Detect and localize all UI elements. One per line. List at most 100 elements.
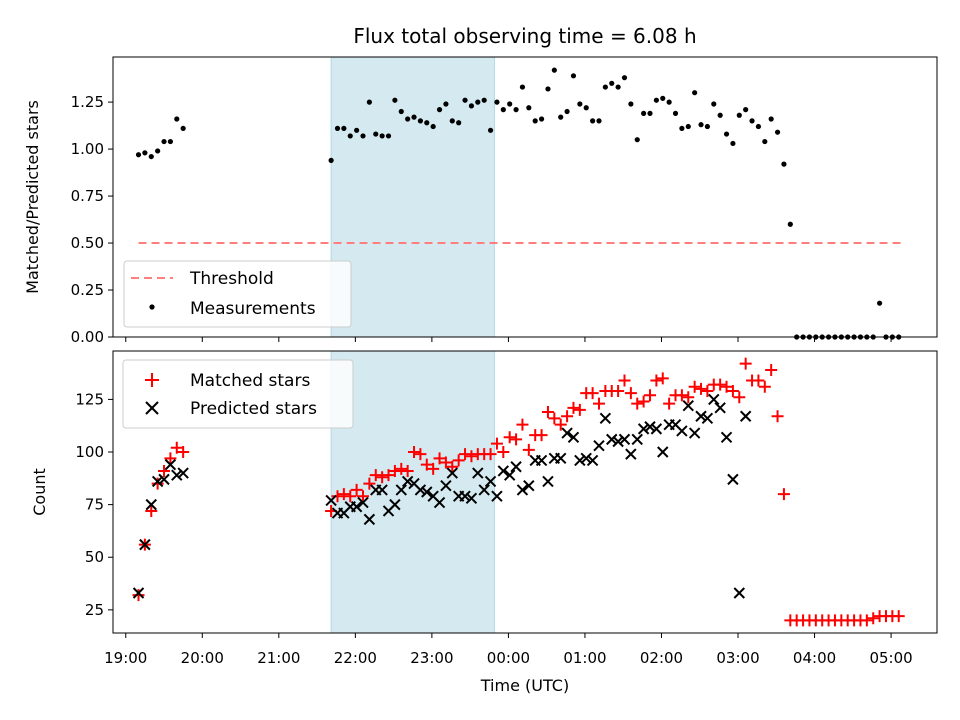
- measurement-point: [456, 120, 462, 126]
- predicted-star-point: [421, 486, 433, 498]
- measurement-point: [392, 97, 398, 103]
- measurement-point: [174, 116, 180, 122]
- measurement-point: [341, 125, 347, 132]
- predicted-star-point: [637, 423, 650, 435]
- x-tick-label: 19:00: [104, 649, 147, 667]
- matched-star-point: [867, 612, 880, 625]
- measurement-point: [366, 99, 372, 105]
- predicted-star-point: [682, 400, 694, 412]
- measurement-point: [494, 99, 500, 105]
- bottom-legend: Matched stars Predicted stars: [122, 359, 354, 429]
- predicted-star-point: [657, 446, 669, 458]
- matched-star-point: [132, 589, 145, 602]
- measurement-point: [161, 138, 167, 145]
- measurement-point: [443, 101, 449, 107]
- predicted-star-point: [580, 452, 592, 465]
- predicted-stars-points: [132, 393, 752, 599]
- measurement-point: [774, 129, 781, 135]
- matched-star-point: [592, 397, 605, 410]
- bottom-x-ticks: 19:00 20:00 21:00 22:00 23:00 00:00 01:00 02:00…: [104, 633, 913, 667]
- predicted-star-point: [688, 427, 701, 439]
- matched-star-point: [554, 418, 567, 431]
- matched-star-point: [624, 387, 637, 400]
- bottom-shaded-interval: [330, 350, 495, 634]
- measurement-point: [781, 161, 787, 167]
- matched-star-point: [567, 401, 580, 414]
- x-tick-label: 04:00: [793, 649, 836, 667]
- measurement-point: [685, 123, 691, 130]
- x-tick-label: 00:00: [487, 649, 530, 667]
- y-tick-label: 1.00: [71, 140, 104, 158]
- predicted-star-point: [357, 496, 369, 509]
- measurement-point: [590, 118, 596, 124]
- predicted-star-point: [389, 498, 401, 511]
- matched-star-point: [739, 357, 752, 370]
- predicted-star-point: [714, 402, 726, 414]
- measurement-point: [360, 133, 366, 139]
- matched-star-point: [688, 380, 701, 393]
- matched-star-point: [720, 380, 733, 393]
- measurement-point: [526, 105, 532, 111]
- predicted-star-point: [695, 410, 707, 422]
- top-axes-frame: [112, 56, 938, 338]
- matched-star-point: [541, 406, 554, 419]
- matched-star-point: [618, 374, 631, 387]
- matched-star-point: [363, 477, 376, 490]
- predicted-star-point: [177, 467, 189, 479]
- predicted-star-point: [631, 433, 643, 446]
- measurement-point: [621, 75, 628, 81]
- matched-star-point: [860, 614, 873, 627]
- matched-star-point: [331, 490, 344, 503]
- legend-threshold-label: Threshold: [189, 269, 274, 289]
- top-y-axis-label: Matched/Predicted stars: [23, 100, 42, 294]
- legend-measurements-swatch: [149, 304, 155, 310]
- matched-star-point: [561, 410, 574, 423]
- matched-star-point: [548, 412, 561, 425]
- predicted-star-point: [350, 501, 363, 513]
- predicted-star-point: [644, 421, 656, 433]
- measurement-point: [405, 116, 411, 122]
- predicted-star-point: [446, 467, 459, 479]
- measurement-point: [768, 116, 774, 122]
- matched-star-point: [357, 490, 370, 503]
- predicted-star-point: [465, 492, 478, 505]
- y-tick-label: 100: [75, 443, 104, 461]
- measurement-point: [577, 101, 583, 107]
- predicted-star-point: [574, 454, 586, 467]
- predicted-star-point: [555, 452, 567, 465]
- measurement-point: [672, 110, 679, 116]
- x-tick-label: 05:00: [869, 649, 912, 667]
- measurement-point: [628, 101, 634, 107]
- y-tick-label: 0.50: [71, 234, 104, 252]
- measurement-point: [507, 101, 513, 107]
- measurement-point: [609, 80, 615, 86]
- matched-star-point: [682, 391, 695, 404]
- matched-star-point: [733, 391, 746, 404]
- matched-star-point: [777, 488, 790, 501]
- matched-star-point: [465, 450, 478, 463]
- x-tick-label: 23:00: [410, 649, 453, 667]
- matched-star-point: [714, 378, 727, 391]
- predicted-star-point: [510, 461, 522, 473]
- y-tick-label: 50: [85, 548, 104, 566]
- matched-star-point: [497, 446, 510, 459]
- predicted-star-point: [132, 587, 145, 599]
- predicted-star-point: [567, 431, 580, 443]
- y-tick-label: 0.75: [71, 187, 104, 205]
- matched-star-point: [408, 446, 421, 459]
- predicted-star-point: [618, 433, 631, 446]
- legend-matched-label: Matched stars: [190, 371, 310, 391]
- measurement-point: [538, 116, 545, 122]
- matched-star-point: [758, 380, 771, 393]
- measurement-point: [762, 138, 768, 145]
- matched-star-point: [427, 462, 440, 475]
- measurement-point: [513, 107, 519, 113]
- predicted-star-point: [491, 490, 503, 502]
- measurement-point: [679, 125, 685, 132]
- matched-star-point: [573, 403, 586, 416]
- measurement-point: [417, 118, 424, 124]
- predicted-star-point: [727, 473, 739, 486]
- bottom-y-axis-label: Count: [30, 468, 49, 516]
- matched-star-point: [516, 418, 529, 431]
- predicted-star-point: [676, 425, 688, 437]
